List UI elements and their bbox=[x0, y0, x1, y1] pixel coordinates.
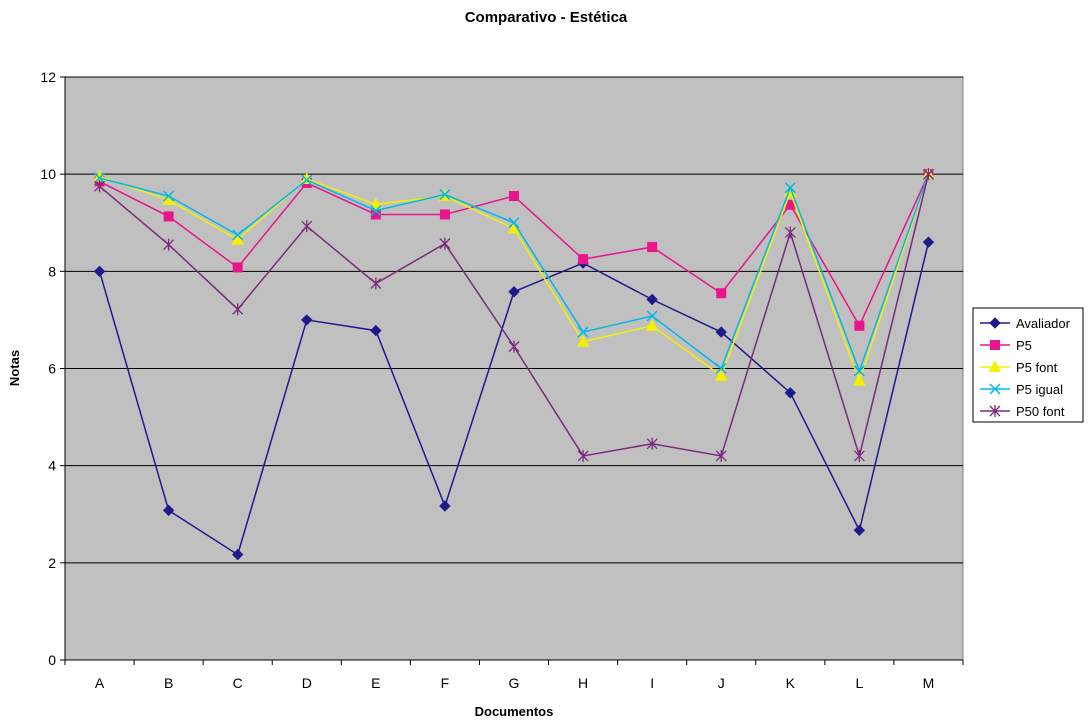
x-tick-label: I bbox=[650, 675, 654, 691]
x-tick-label: G bbox=[509, 675, 520, 691]
y-axis-title: Notas bbox=[7, 350, 22, 386]
chart-title: Comparativo - Estética bbox=[465, 9, 628, 26]
x-tick-label: D bbox=[302, 675, 312, 691]
data-point bbox=[163, 211, 174, 222]
data-point bbox=[508, 217, 520, 229]
series-layer bbox=[93, 167, 935, 561]
data-point bbox=[647, 242, 658, 253]
data-point bbox=[163, 190, 175, 202]
data-point bbox=[232, 303, 244, 316]
legend-label: P5 bbox=[1016, 338, 1032, 353]
data-point bbox=[577, 326, 589, 338]
legend-marker bbox=[988, 360, 1002, 372]
legend-marker bbox=[989, 317, 1001, 329]
data-point bbox=[301, 314, 313, 326]
data-point bbox=[923, 168, 934, 181]
legend-item: P5 bbox=[980, 338, 1032, 353]
legend-label: Avaliador bbox=[1016, 316, 1071, 331]
data-point bbox=[301, 174, 313, 186]
x-tick-label: B bbox=[164, 675, 173, 691]
legend-marker bbox=[990, 340, 1000, 350]
data-point bbox=[853, 374, 866, 386]
series-avaliador bbox=[93, 236, 935, 561]
data-point bbox=[784, 226, 796, 239]
legend-label: P5 igual bbox=[1016, 382, 1063, 397]
data-point bbox=[370, 324, 382, 337]
data-point bbox=[93, 265, 106, 278]
x-axis-title: Documentos bbox=[475, 704, 554, 719]
data-point bbox=[854, 320, 865, 331]
gridlines bbox=[65, 76, 963, 564]
data-point bbox=[94, 172, 106, 184]
data-point bbox=[576, 335, 590, 347]
legend-box bbox=[972, 307, 1084, 423]
legend-marker bbox=[989, 405, 1001, 417]
data-point bbox=[94, 180, 105, 193]
data-point bbox=[646, 293, 658, 306]
data-point bbox=[162, 504, 175, 517]
legend-marker bbox=[989, 383, 1001, 395]
data-point bbox=[163, 238, 175, 251]
y-tick-label: 10 bbox=[40, 166, 56, 182]
legend-item: Avaliador bbox=[980, 316, 1071, 331]
data-point bbox=[578, 254, 589, 265]
y-axis-ticks: 0 2 4 6 8 10 12 bbox=[40, 69, 65, 668]
x-axis-ticks: A B C D E F G H I J K L M bbox=[64, 660, 964, 691]
data-point bbox=[577, 449, 589, 462]
y-tick-label: 12 bbox=[40, 69, 56, 85]
data-point bbox=[439, 189, 451, 201]
x-tick-label: K bbox=[786, 675, 796, 691]
legend-item: P5 igual bbox=[980, 382, 1063, 397]
data-point bbox=[232, 229, 244, 241]
data-point bbox=[715, 326, 727, 338]
data-point bbox=[508, 286, 520, 298]
data-point bbox=[508, 340, 520, 353]
x-tick-label: J bbox=[718, 675, 725, 691]
y-tick-label: 8 bbox=[48, 263, 56, 279]
data-point bbox=[716, 288, 727, 299]
data-point bbox=[509, 191, 519, 202]
data-point bbox=[370, 205, 382, 217]
legend-label: P5 font bbox=[1016, 360, 1058, 375]
x-tick-label: E bbox=[371, 675, 380, 691]
y-tick-label: 4 bbox=[48, 458, 56, 474]
y-tick-label: 0 bbox=[48, 652, 56, 668]
data-point bbox=[853, 449, 865, 462]
data-point bbox=[301, 220, 313, 233]
data-point bbox=[853, 365, 865, 377]
series-p50-font bbox=[94, 168, 934, 462]
x-tick-label: H bbox=[578, 675, 588, 691]
data-point bbox=[784, 387, 797, 399]
data-point bbox=[439, 500, 451, 512]
x-tick-label: C bbox=[233, 675, 243, 691]
data-point bbox=[369, 197, 383, 210]
x-tick-label: M bbox=[923, 675, 935, 691]
data-point bbox=[922, 236, 935, 248]
x-tick-label: L bbox=[855, 675, 863, 691]
series-p5-igual bbox=[94, 168, 934, 377]
data-point bbox=[232, 262, 243, 273]
data-point bbox=[439, 237, 451, 250]
data-point bbox=[439, 209, 450, 220]
data-point bbox=[853, 524, 866, 536]
data-point bbox=[646, 310, 658, 322]
data-point bbox=[370, 277, 382, 290]
legend-item: P5 font bbox=[980, 360, 1058, 375]
data-point bbox=[646, 437, 658, 450]
x-tick-label: A bbox=[95, 675, 105, 691]
data-point bbox=[715, 362, 727, 375]
legend-label: P50 font bbox=[1016, 404, 1065, 419]
data-point bbox=[714, 369, 728, 381]
data-point bbox=[784, 182, 796, 194]
y-tick-label: 6 bbox=[48, 361, 56, 377]
x-tick-label: F bbox=[441, 675, 450, 691]
data-point bbox=[645, 319, 659, 331]
legend-item: P50 font bbox=[980, 404, 1065, 419]
y-tick-label: 2 bbox=[48, 555, 56, 571]
data-point bbox=[231, 548, 244, 561]
legend: Avaliador P5 P5 font P5 igual P50 font bbox=[972, 307, 1084, 423]
data-point bbox=[231, 233, 245, 245]
data-point bbox=[715, 449, 727, 462]
